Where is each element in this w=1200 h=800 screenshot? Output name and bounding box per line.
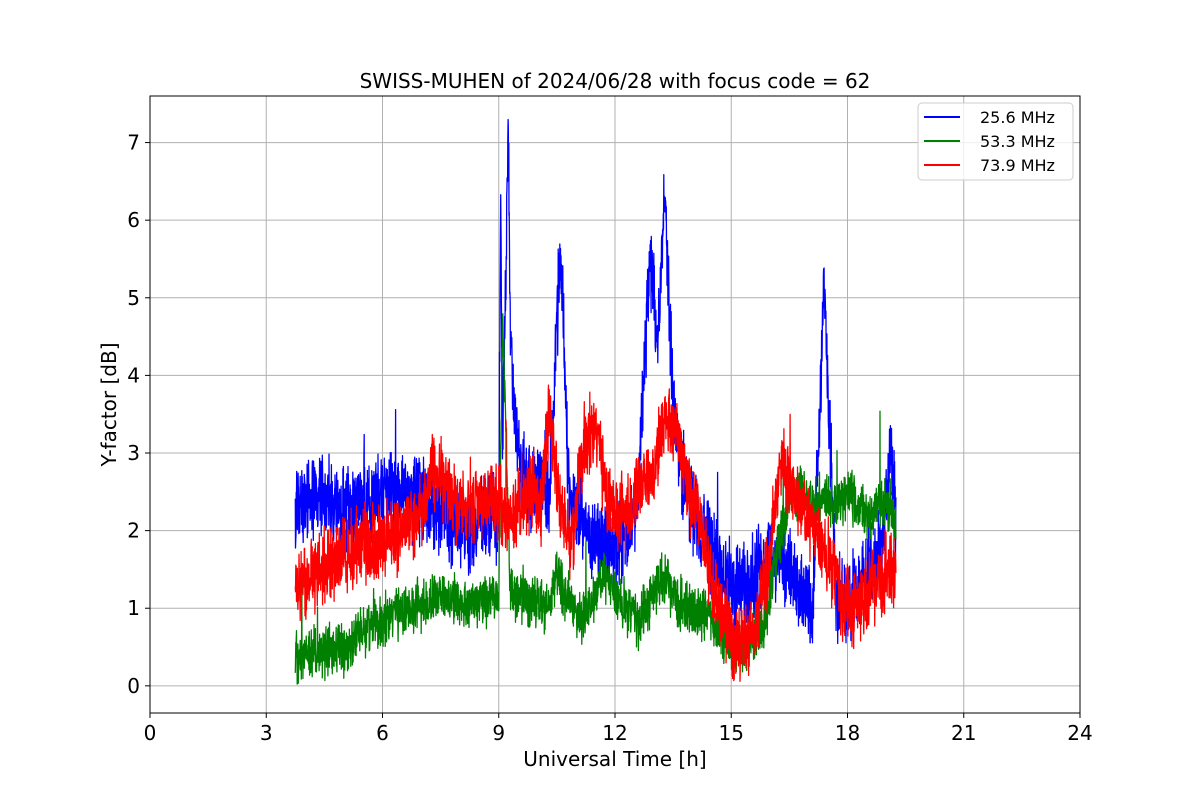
y-tick-label: 1 <box>127 596 140 620</box>
chart-title: SWISS-MUHEN of 2024/06/28 with focus cod… <box>360 69 871 93</box>
legend-label: 73.9 MHz <box>980 156 1055 175</box>
series-line-3 <box>294 384 897 682</box>
legend: 25.6 MHz 53.3 MHz 73.9 MHz <box>917 102 1074 181</box>
y-tick-label: 2 <box>127 519 140 543</box>
y-tick-label: 5 <box>127 286 140 310</box>
x-tick-label: 3 <box>260 721 273 745</box>
x-tick-label: 18 <box>835 721 860 745</box>
y-tick-label: 6 <box>127 208 140 232</box>
legend-box <box>917 102 1074 181</box>
y-tick-label: 4 <box>127 363 140 387</box>
y-axis-label: Y-factor [dB] <box>97 342 121 467</box>
y-tick-label: 0 <box>127 674 140 698</box>
legend-label: 25.6 MHz <box>980 108 1055 127</box>
series-layer <box>294 118 897 685</box>
x-tick-label: 15 <box>719 721 744 745</box>
x-tick-label: 0 <box>144 721 157 745</box>
series-line-1 <box>294 118 897 645</box>
x-axis-label: Universal Time [h] <box>523 747 706 771</box>
y-tick-label: 7 <box>127 131 140 155</box>
x-tick-label: 21 <box>951 721 976 745</box>
x-tick-label: 12 <box>602 721 627 745</box>
x-tick-label: 24 <box>1067 721 1092 745</box>
x-tick-label: 9 <box>492 721 505 745</box>
y-tick-label: 3 <box>127 441 140 465</box>
x-tick-label: 6 <box>376 721 389 745</box>
legend-label: 53.3 MHz <box>980 132 1055 151</box>
